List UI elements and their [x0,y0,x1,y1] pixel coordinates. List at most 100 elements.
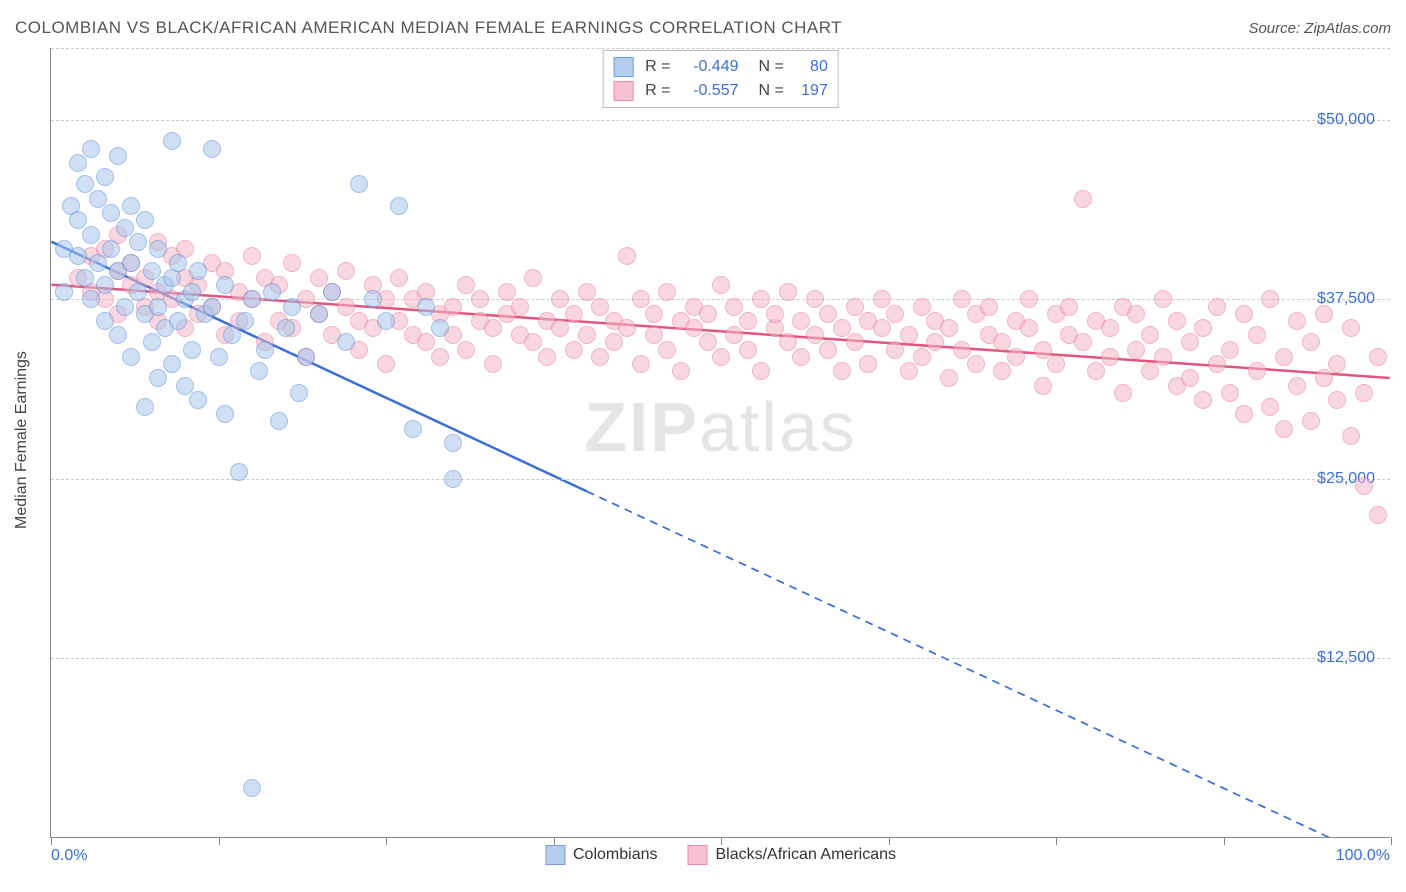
scatter-point-colombians [169,312,187,330]
scatter-point-colombians [444,470,462,488]
scatter-point-blacks [900,362,918,380]
scatter-point-blacks [431,348,449,366]
scatter-point-blacks [806,290,824,308]
scatter-point-blacks [993,362,1011,380]
x-axis-left-label: 0.0% [51,847,87,865]
scatter-point-blacks [1342,319,1360,337]
scatter-point-colombians [109,147,127,165]
scatter-point-blacks [1355,477,1373,495]
scatter-point-blacks [913,348,931,366]
scatter-point-colombians [69,211,87,229]
scatter-point-blacks [1181,333,1199,351]
scatter-point-colombians [216,405,234,423]
scatter-point-blacks [337,262,355,280]
scatter-point-blacks [1154,348,1172,366]
scatter-point-colombians [143,262,161,280]
scatter-point-blacks [618,247,636,265]
scatter-point-blacks [806,326,824,344]
scatter-point-colombians [76,269,94,287]
scatter-point-colombians [350,175,368,193]
scatter-point-blacks [283,254,301,272]
scatter-point-blacks [524,269,542,287]
scatter-point-blacks [1261,290,1279,308]
scatter-point-colombians [96,276,114,294]
scatter-point-blacks [792,312,810,330]
scatter-point-blacks [779,283,797,301]
scatter-point-blacks [1315,369,1333,387]
chart-source: Source: ZipAtlas.com [1248,20,1391,37]
scatter-point-colombians [364,290,382,308]
scatter-point-blacks [1208,298,1226,316]
scatter-point-blacks [1168,312,1186,330]
scatter-point-blacks [953,341,971,359]
scatter-point-blacks [1034,341,1052,359]
scatter-point-blacks [1328,355,1346,373]
scatter-point-colombians [203,140,221,158]
scatter-point-blacks [1328,391,1346,409]
scatter-point-blacks [524,333,542,351]
scatter-point-blacks [886,305,904,323]
scatter-point-colombians [189,391,207,409]
scatter-point-blacks [1074,190,1092,208]
scatter-point-blacks [645,326,663,344]
scatter-point-colombians [149,298,167,316]
scatter-point-blacks [685,319,703,337]
scatter-point-blacks [819,305,837,323]
scatter-point-colombians [243,290,261,308]
scatter-point-blacks [739,341,757,359]
scatter-point-colombians [256,341,274,359]
scatter-point-blacks [605,333,623,351]
scatter-point-colombians [116,298,134,316]
scatter-point-blacks [565,341,583,359]
legend-swatch-colombians [613,57,633,77]
scatter-point-blacks [1302,333,1320,351]
x-tick [554,837,555,845]
scatter-point-colombians [203,298,221,316]
legend-label-blacks: Blacks/African Americans [715,846,896,864]
scatter-point-colombians [109,326,127,344]
scatter-point-blacks [578,283,596,301]
scatter-point-blacks [873,290,891,308]
scatter-point-colombians [216,276,234,294]
scatter-point-blacks [551,290,569,308]
y-tick-label: $12,500 [1317,649,1375,667]
scatter-point-colombians [223,326,241,344]
scatter-point-colombians [69,154,87,172]
scatter-point-blacks [1074,333,1092,351]
scatter-point-blacks [1355,384,1373,402]
scatter-point-colombians [183,341,201,359]
regression-line-dashed-colombians [587,491,1390,837]
scatter-point-colombians [129,233,147,251]
scatter-point-blacks [913,298,931,316]
legend-row-colombians: R = -0.449 N = 80 [613,55,828,79]
scatter-point-blacks [484,319,502,337]
scatter-point-colombians [136,398,154,416]
legend-r-label: R = [645,58,670,76]
x-tick [386,837,387,845]
scatter-point-blacks [712,276,730,294]
scatter-point-colombians [176,377,194,395]
scatter-point-blacks [1302,412,1320,430]
scatter-point-blacks [725,298,743,316]
legend-swatch-blacks [687,845,707,865]
scatter-point-colombians [310,305,328,323]
scatter-point-blacks [511,298,529,316]
scatter-point-colombians [82,226,100,244]
scatter-point-blacks [1127,341,1145,359]
legend-r-label: R = [645,82,670,100]
scatter-point-blacks [980,298,998,316]
scatter-point-blacks [645,305,663,323]
scatter-point-colombians [96,168,114,186]
scatter-point-blacks [565,305,583,323]
scatter-point-blacks [1020,290,1038,308]
scatter-point-colombians [270,412,288,430]
gridline [51,48,1390,49]
scatter-point-colombians [377,312,395,330]
scatter-point-colombians [283,298,301,316]
scatter-point-blacks [1315,305,1333,323]
x-tick [219,837,220,845]
legend-r-value-blacks: -0.557 [679,82,739,100]
scatter-point-blacks [926,333,944,351]
scatter-point-colombians [444,434,462,452]
x-axis-right-label: 100.0% [1336,847,1390,865]
